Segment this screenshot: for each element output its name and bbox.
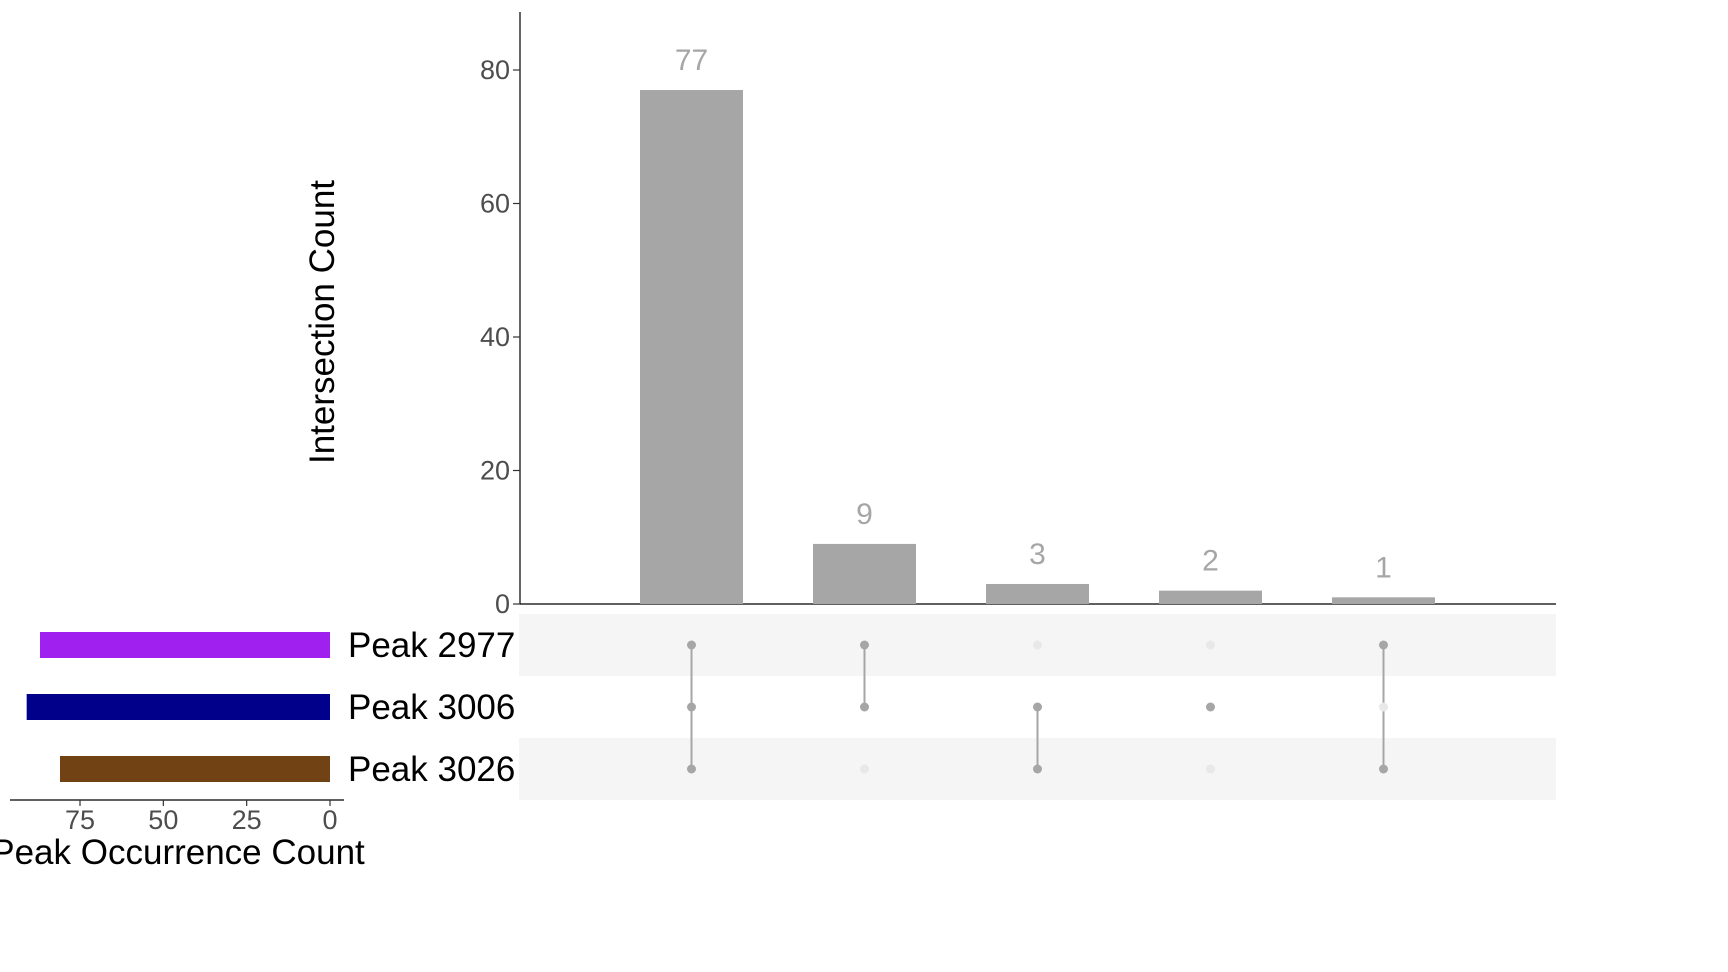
intersection-bars: [640, 90, 1435, 604]
set-size-axis-title: Peak Occurrence Count: [0, 833, 365, 872]
matrix-dot-inactive: [1379, 702, 1388, 712]
intersection-bar-label: 2: [1202, 545, 1219, 578]
intersection-bar: [640, 90, 743, 604]
set-size-bar: [26, 694, 331, 720]
matrix-dot-active: [1033, 764, 1042, 774]
set-axis-tick-label: 25: [232, 805, 262, 835]
intersection-bar: [813, 543, 916, 604]
intersection-axis-title: Intersection Count: [303, 180, 342, 464]
matrix-dot-active: [860, 640, 869, 650]
y-tick-label: 60: [480, 189, 510, 219]
y-tick-label: 40: [480, 322, 510, 352]
intersection-bar-label: 1: [1375, 551, 1392, 584]
matrix-dot-inactive: [860, 764, 869, 774]
set-axis-tick-label: 0: [322, 805, 337, 835]
y-tick-label: 20: [480, 456, 510, 486]
matrix-dot-active: [687, 702, 696, 712]
matrix-dot-active: [1206, 702, 1215, 712]
matrix-dots: [687, 640, 1388, 774]
set-size-x-axis: 75 50 25 0: [10, 799, 344, 835]
set-label: Peak 2977: [348, 626, 515, 665]
intersection-bar-label: 9: [856, 498, 873, 531]
set-labels: Peak 2977 Peak 3006 Peak 3026: [348, 626, 515, 789]
set-size-bar: [40, 632, 330, 658]
matrix-dot-active: [1033, 702, 1042, 712]
set-label: Peak 3006: [348, 688, 515, 727]
matrix-dot-active: [1379, 640, 1388, 650]
set-size-bar: [60, 756, 330, 782]
intersection-bar-labels: 77 9 3 2 1: [675, 44, 1392, 584]
matrix-dot-active: [1379, 764, 1388, 774]
set-axis-tick-label: 50: [148, 805, 178, 835]
intersection-bar-label: 77: [675, 44, 708, 77]
intersection-bar: [986, 583, 1089, 604]
matrix-dot-inactive: [1206, 640, 1215, 650]
matrix-dot-active: [687, 764, 696, 774]
matrix-dot-active: [687, 640, 696, 650]
matrix-dot-inactive: [1033, 640, 1042, 650]
y-tick-label: 0: [495, 589, 510, 619]
matrix-dot-inactive: [1206, 764, 1215, 774]
intersection-bar-label: 3: [1029, 538, 1046, 571]
intersection-bar: [1159, 590, 1262, 604]
set-axis-tick-label: 75: [65, 805, 95, 835]
y-tick-label: 80: [480, 55, 510, 85]
set-label: Peak 3026: [348, 750, 515, 789]
matrix-dot-active: [860, 702, 869, 712]
intersection-bar: [1332, 597, 1435, 604]
set-size-bars: [26, 632, 331, 782]
